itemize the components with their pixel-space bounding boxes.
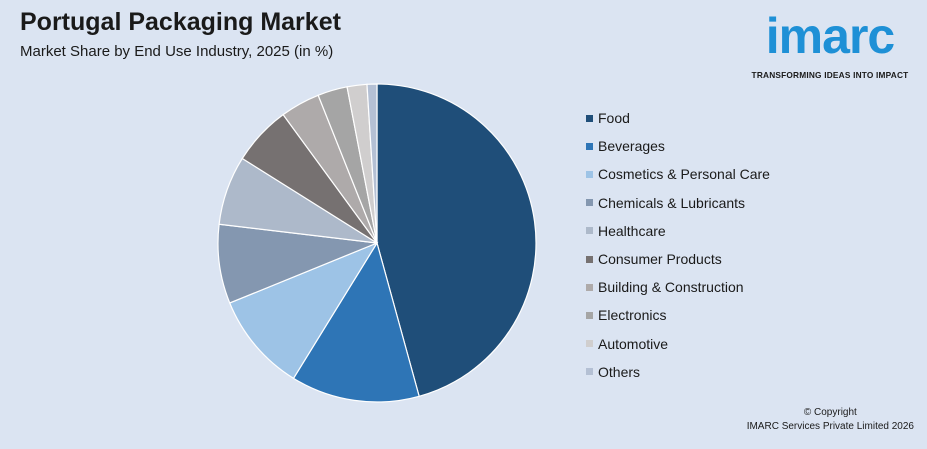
legend-swatch bbox=[586, 283, 593, 291]
legend-swatch bbox=[586, 368, 593, 376]
legend-item: Electronics bbox=[586, 301, 770, 329]
legend-label: Chemicals & Lubricants bbox=[598, 194, 746, 211]
legend-item: Building & Construction bbox=[586, 273, 770, 301]
pie-slice-cosmetics-personal-care bbox=[228, 241, 379, 380]
imarc-logo: imarc TRANSFORMING IDEAS INTO IMPACT bbox=[742, 6, 918, 86]
chart-title: Portugal Packaging Market bbox=[20, 8, 341, 36]
logo-tagline: TRANSFORMING IDEAS INTO IMPACT bbox=[751, 70, 909, 80]
copyright-line: © Copyright bbox=[803, 407, 857, 418]
copyright-footer: © Copyright IMARC Services Private Limit… bbox=[747, 406, 914, 434]
legend-item: Healthcare bbox=[586, 217, 770, 245]
legend-label: Building & Construction bbox=[598, 279, 744, 296]
chart-subtitle: Market Share by End Use Industry, 2025 (… bbox=[20, 43, 334, 60]
legend-label: Others bbox=[598, 363, 641, 380]
legend-swatch bbox=[586, 340, 593, 348]
legend-swatch bbox=[586, 114, 593, 122]
legend-swatch bbox=[586, 255, 593, 263]
legend-swatch bbox=[586, 142, 593, 150]
legend-label: Consumer Products bbox=[598, 251, 722, 268]
legend-item: Cosmetics & Personal Care bbox=[586, 160, 770, 188]
legend-label: Electronics bbox=[598, 307, 667, 324]
pie-slice-beverages bbox=[292, 241, 420, 403]
legend-item: Beverages bbox=[586, 132, 770, 160]
logo-wordmark: imarc bbox=[765, 8, 895, 64]
legend-item: Automotive bbox=[586, 330, 770, 358]
legend-item: Consumer Products bbox=[586, 245, 770, 273]
legend-label: Cosmetics & Personal Care bbox=[598, 166, 770, 183]
chart-legend: Food Beverages Cosmetics & Personal Care Ch… bbox=[586, 104, 770, 386]
legend-swatch bbox=[586, 227, 593, 235]
legend-swatch bbox=[586, 170, 593, 178]
pie-slice-food bbox=[376, 83, 537, 398]
legend-item: Others bbox=[586, 358, 770, 386]
pie-slice-others bbox=[366, 83, 378, 244]
company-line: IMARC Services Private Limited 2026 bbox=[746, 421, 914, 432]
legend-label: Automotive bbox=[598, 335, 669, 352]
legend-swatch bbox=[586, 199, 593, 207]
legend-label: Food bbox=[598, 110, 630, 127]
legend-label: Healthcare bbox=[598, 222, 666, 239]
legend-swatch bbox=[586, 311, 593, 319]
legend-item: Food bbox=[586, 104, 770, 132]
legend-label: Beverages bbox=[598, 138, 665, 155]
legend-item: Chemicals & Lubricants bbox=[586, 189, 770, 217]
